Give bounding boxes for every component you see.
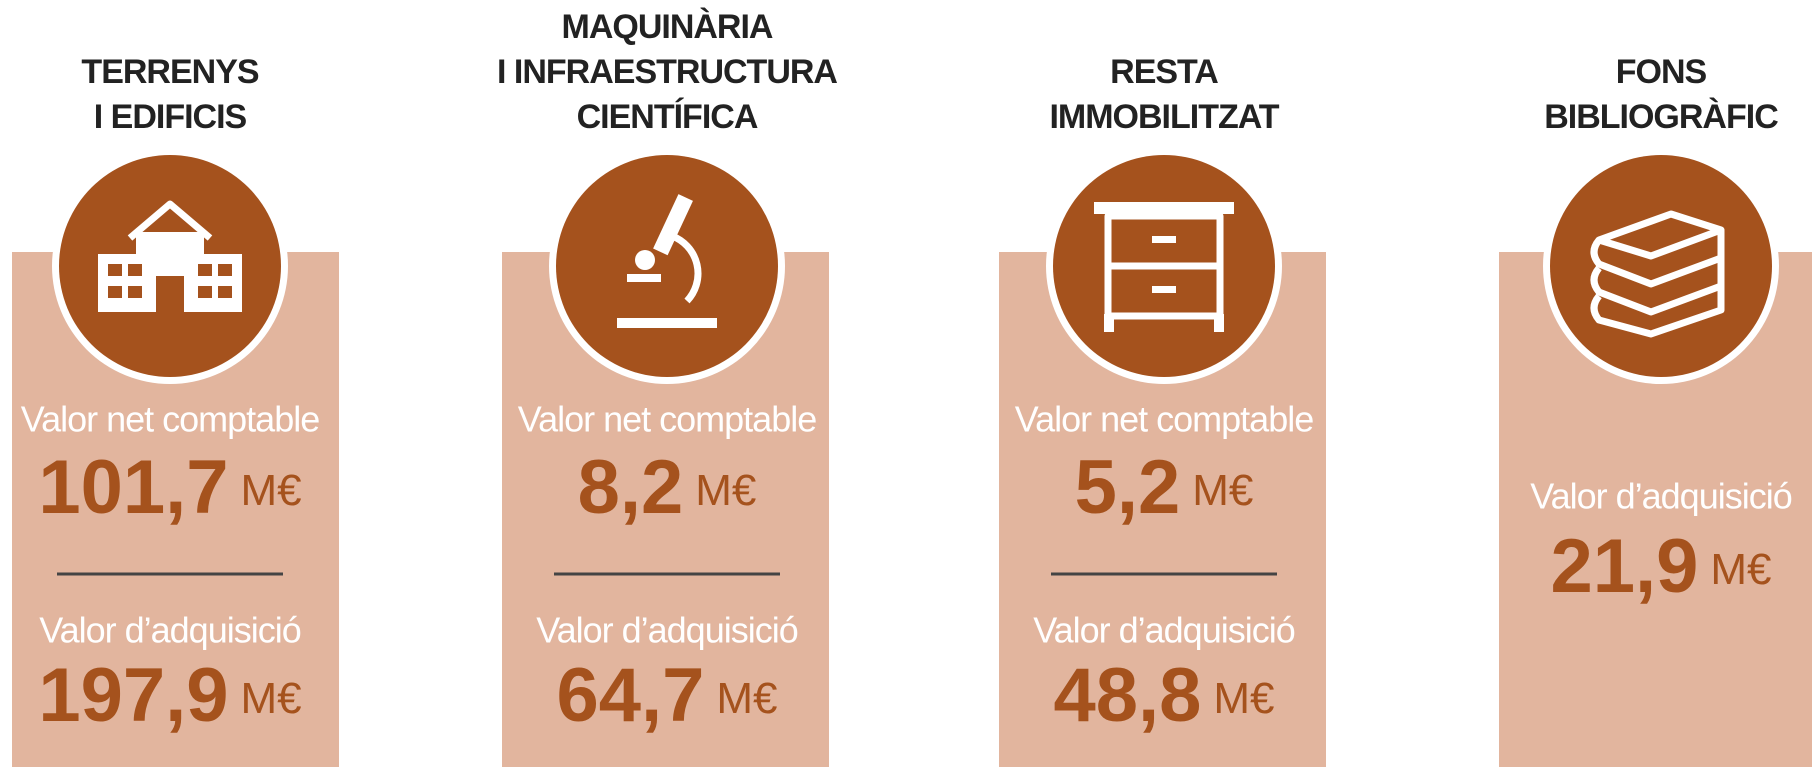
column-title: I EDIFICIS — [94, 98, 247, 136]
value-unit: M€ — [241, 674, 302, 723]
value: 5,2 M€ — [1075, 445, 1254, 530]
column-title: I INFRAESTRUCTURA — [497, 53, 837, 91]
value-label: Valor d’adquisició — [39, 610, 301, 651]
value: 101,7 M€ — [38, 445, 301, 530]
value-unit: M€ — [1192, 466, 1253, 515]
books-icon — [1590, 210, 1725, 338]
value-number: 8,2 — [578, 445, 684, 530]
icon-circle — [556, 155, 778, 377]
value-label: Valor net comptable — [21, 399, 320, 440]
icon-circle — [1550, 155, 1772, 377]
cabinet-icon — [1094, 202, 1234, 332]
value-number: 101,7 — [38, 445, 228, 530]
value: 21,9 M€ — [1550, 524, 1771, 609]
column-title: FONS — [1616, 53, 1707, 91]
value-unit: M€ — [1213, 674, 1274, 723]
value: 8,2 M€ — [578, 445, 757, 530]
value-label: Valor net comptable — [1015, 399, 1314, 440]
column-title: MAQUINÀRIA — [562, 8, 773, 46]
column-title: BIBLIOGRÀFIC — [1544, 98, 1778, 136]
column-title: IMMOBILITZAT — [1049, 98, 1279, 136]
value-unit: M€ — [695, 466, 756, 515]
value-number: 21,9 — [1550, 524, 1698, 609]
value-number: 197,9 — [38, 653, 228, 738]
value-number: 5,2 — [1075, 445, 1181, 530]
column-title: TERRENYS — [81, 53, 258, 91]
building-icon — [98, 200, 242, 312]
value-number: 64,7 — [556, 653, 704, 738]
value: 64,7 M€ — [556, 653, 777, 738]
value: 48,8 M€ — [1053, 653, 1274, 738]
column-title: CIENTÍFICA — [577, 98, 758, 136]
value-unit: M€ — [716, 674, 777, 723]
value-unit: M€ — [1710, 545, 1771, 594]
column-title: RESTA — [1110, 53, 1218, 91]
microscope-icon — [617, 194, 717, 328]
value-unit: M€ — [241, 466, 302, 515]
value: 197,9 M€ — [38, 653, 301, 738]
value-number: 48,8 — [1053, 653, 1201, 738]
value-label: Valor d’adquisició — [536, 610, 798, 651]
value-label: Valor d’adquisició — [1033, 610, 1295, 651]
value-label: Valor net comptable — [518, 399, 817, 440]
value-label: Valor d’adquisició — [1530, 476, 1792, 517]
